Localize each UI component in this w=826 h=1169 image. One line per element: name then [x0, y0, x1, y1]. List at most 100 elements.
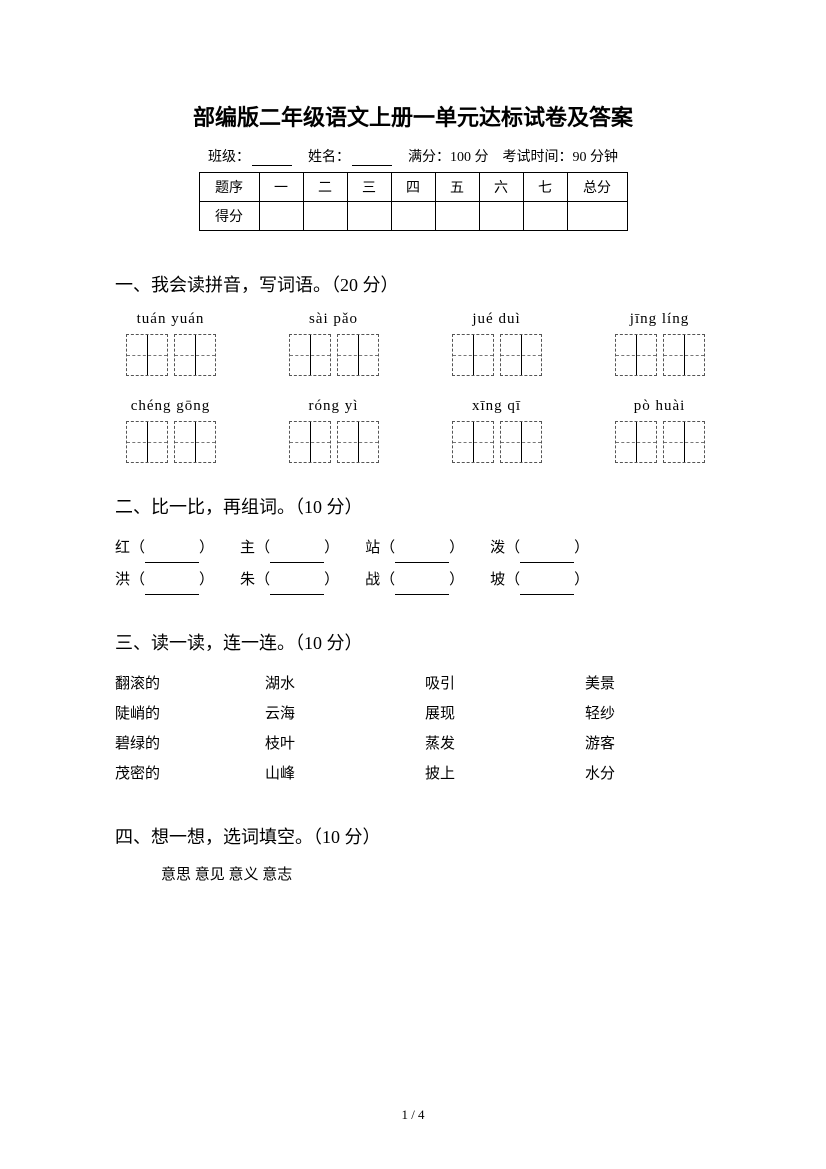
pinyin-label: pò huài	[608, 398, 711, 415]
match-row: 翻滚的 湖水 吸引 美景	[115, 669, 711, 699]
wc-char: 坡	[490, 572, 505, 588]
pinyin-label: jīng líng	[608, 311, 711, 328]
fullscore-value: 100 分	[450, 146, 489, 166]
wc-blank[interactable]	[395, 581, 449, 595]
time-value: 90 分钟	[573, 146, 619, 166]
q3-heading: 三、读一读，连一连。（10 分）	[115, 629, 711, 655]
wc-blank[interactable]	[270, 549, 324, 563]
tianzige[interactable]	[445, 334, 548, 376]
score-cell[interactable]	[259, 202, 303, 231]
header-cell: 七	[523, 173, 567, 202]
wc-item: 站（）	[365, 533, 464, 563]
wc-char: 红	[115, 540, 130, 556]
match-row: 陡峭的 云海 展现 轻纱	[115, 699, 711, 729]
wc-char: 站	[365, 540, 380, 556]
tz-cell[interactable]	[337, 334, 379, 376]
header-cell: 一	[259, 173, 303, 202]
tz-cell[interactable]	[615, 334, 657, 376]
page-number: 1 / 4	[0, 1107, 826, 1123]
wc-blank[interactable]	[145, 581, 199, 595]
match-cell: 轻纱	[585, 699, 685, 729]
score-cell[interactable]	[303, 202, 347, 231]
match-cell: 山峰	[265, 759, 425, 789]
q4-heading: 四、想一想，选词填空。（10 分）	[115, 823, 711, 849]
table-row: 题序 一 二 三 四 五 六 七 总分	[199, 173, 627, 202]
tz-cell[interactable]	[126, 421, 168, 463]
tianzige[interactable]	[119, 421, 222, 463]
pinyin-item: chéng gōng	[119, 398, 222, 463]
tianzige[interactable]	[608, 421, 711, 463]
wc-blank[interactable]	[145, 549, 199, 563]
match-cell: 碧绿的	[115, 729, 265, 759]
pinyin-label: xīng qī	[445, 398, 548, 415]
wc-char: 主	[240, 540, 255, 556]
score-cell[interactable]	[391, 202, 435, 231]
match-cell: 披上	[425, 759, 585, 789]
wc-blank[interactable]	[270, 581, 324, 595]
wc-blank[interactable]	[520, 581, 574, 595]
class-blank[interactable]	[252, 152, 292, 166]
match-cell: 游客	[585, 729, 685, 759]
time-label: 考试时间：	[503, 146, 573, 166]
page-title: 部编版二年级语文上册一单元达标试卷及答案	[115, 100, 711, 132]
wc-item: 朱（）	[240, 565, 339, 595]
tianzige[interactable]	[282, 334, 385, 376]
tz-cell[interactable]	[289, 334, 331, 376]
score-cell[interactable]	[479, 202, 523, 231]
wc-item: 洪（）	[115, 565, 214, 595]
tz-cell[interactable]	[289, 421, 331, 463]
tz-cell[interactable]	[452, 421, 494, 463]
score-cell[interactable]	[567, 202, 627, 231]
pinyin-item: róng yì	[282, 398, 385, 463]
tz-cell[interactable]	[337, 421, 379, 463]
tz-cell[interactable]	[663, 334, 705, 376]
pinyin-row: chéng gōng róng yì xīng qī	[115, 398, 711, 463]
tz-cell[interactable]	[500, 334, 542, 376]
match-row: 茂密的 山峰 披上 水分	[115, 759, 711, 789]
q1-heading: 一、我会读拼音，写词语。（20 分）	[115, 271, 711, 297]
tz-cell[interactable]	[174, 421, 216, 463]
pinyin-item: pò huài	[608, 398, 711, 463]
q4-choices: 意思 意见 意义 意志	[115, 863, 711, 884]
wc-item: 主（）	[240, 533, 339, 563]
wc-blank[interactable]	[520, 549, 574, 563]
pinyin-item: sài pǎo	[282, 311, 385, 376]
tz-cell[interactable]	[663, 421, 705, 463]
wc-char: 朱	[240, 572, 255, 588]
tz-cell[interactable]	[174, 334, 216, 376]
tianzige[interactable]	[282, 421, 385, 463]
table-row: 得分	[199, 202, 627, 231]
pinyin-label: róng yì	[282, 398, 385, 415]
header-cell: 四	[391, 173, 435, 202]
pinyin-row: tuán yuán sài pǎo jué duì	[115, 311, 711, 376]
pinyin-label: sài pǎo	[282, 311, 385, 328]
score-cell[interactable]	[523, 202, 567, 231]
match-row: 碧绿的 枝叶 蒸发 游客	[115, 729, 711, 759]
score-row-label: 得分	[199, 202, 259, 231]
wc-row: 洪（） 朱（） 战（） 坡（）	[115, 565, 711, 595]
match-cell: 湖水	[265, 669, 425, 699]
header-cell: 题序	[199, 173, 259, 202]
tz-cell[interactable]	[615, 421, 657, 463]
score-cell[interactable]	[347, 202, 391, 231]
tianzige[interactable]	[119, 334, 222, 376]
pinyin-item: jīng líng	[608, 311, 711, 376]
tz-cell[interactable]	[500, 421, 542, 463]
match-cell: 展现	[425, 699, 585, 729]
q3-body: 翻滚的 湖水 吸引 美景 陡峭的 云海 展现 轻纱 碧绿的 枝叶 蒸发 游客 茂…	[115, 669, 711, 789]
q2-body: 红（） 主（） 站（） 泼（） 洪（） 朱（） 战（） 坡（）	[115, 533, 711, 595]
score-table: 题序 一 二 三 四 五 六 七 总分 得分	[199, 172, 628, 231]
header-cell: 六	[479, 173, 523, 202]
tianzige[interactable]	[608, 334, 711, 376]
pinyin-label: tuán yuán	[119, 311, 222, 328]
header-cell: 二	[303, 173, 347, 202]
match-cell: 茂密的	[115, 759, 265, 789]
fullscore-label: 满分：	[408, 146, 450, 166]
tz-cell[interactable]	[452, 334, 494, 376]
header-cell: 总分	[567, 173, 627, 202]
wc-blank[interactable]	[395, 549, 449, 563]
tianzige[interactable]	[445, 421, 548, 463]
score-cell[interactable]	[435, 202, 479, 231]
name-blank[interactable]	[352, 152, 392, 166]
tz-cell[interactable]	[126, 334, 168, 376]
